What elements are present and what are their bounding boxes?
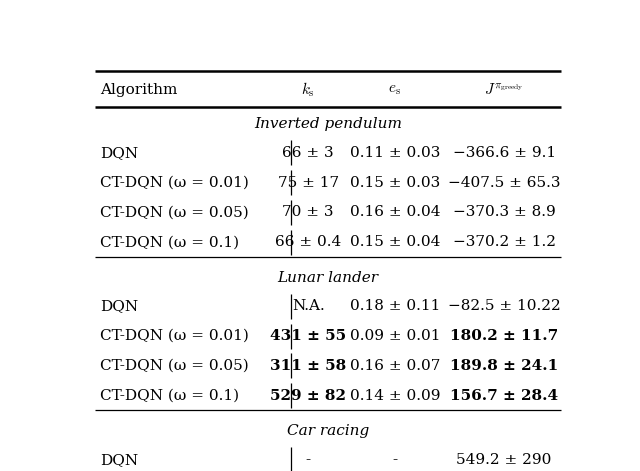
Text: CT-DQN (ω = 0.01): CT-DQN (ω = 0.01) — [100, 176, 249, 190]
Text: CT-DQN (ω = 0.05): CT-DQN (ω = 0.05) — [100, 205, 248, 219]
Text: $k_\mathrm{s}$: $k_\mathrm{s}$ — [301, 81, 315, 99]
Text: 180.2 ± 11.7: 180.2 ± 11.7 — [450, 329, 558, 343]
Text: 0.15 ± 0.03: 0.15 ± 0.03 — [350, 176, 440, 190]
Text: 70 ± 3: 70 ± 3 — [282, 205, 334, 219]
Text: 0.18 ± 0.11: 0.18 ± 0.11 — [350, 300, 440, 313]
Text: $e_\mathrm{s}$: $e_\mathrm{s}$ — [388, 83, 401, 97]
Text: 0.15 ± 0.04: 0.15 ± 0.04 — [350, 235, 440, 249]
Text: CT-DQN (ω = 0.01): CT-DQN (ω = 0.01) — [100, 329, 249, 343]
Text: 0.11 ± 0.03: 0.11 ± 0.03 — [350, 146, 440, 160]
Text: −370.3 ± 8.9: −370.3 ± 8.9 — [452, 205, 556, 219]
Text: −82.5 ± 10.22: −82.5 ± 10.22 — [448, 300, 561, 313]
Text: 431 ± 55: 431 ± 55 — [270, 329, 346, 343]
Text: 0.16 ± 0.07: 0.16 ± 0.07 — [350, 359, 440, 373]
Text: Lunar lander: Lunar lander — [278, 271, 378, 284]
Text: 75 ± 17: 75 ± 17 — [278, 176, 339, 190]
Text: 0.14 ± 0.09: 0.14 ± 0.09 — [349, 389, 440, 403]
Text: CT-DQN (ω = 0.05): CT-DQN (ω = 0.05) — [100, 359, 248, 373]
Text: 311 ± 58: 311 ± 58 — [270, 359, 346, 373]
Text: −407.5 ± 65.3: −407.5 ± 65.3 — [448, 176, 561, 190]
Text: 0.16 ± 0.04: 0.16 ± 0.04 — [349, 205, 440, 219]
Text: -: - — [305, 453, 311, 467]
Text: Car racing: Car racing — [287, 424, 369, 438]
Text: 549.2 ± 290: 549.2 ± 290 — [456, 453, 552, 467]
Text: Inverted pendulum: Inverted pendulum — [254, 117, 402, 131]
Text: DQN: DQN — [100, 453, 138, 467]
Text: 66 ± 3: 66 ± 3 — [282, 146, 334, 160]
Text: 66 ± 0.4: 66 ± 0.4 — [275, 235, 341, 249]
Text: DQN: DQN — [100, 146, 138, 160]
Text: 189.8 ± 24.1: 189.8 ± 24.1 — [450, 359, 558, 373]
Text: −366.6 ± 9.1: −366.6 ± 9.1 — [452, 146, 556, 160]
Text: 0.09 ± 0.01: 0.09 ± 0.01 — [349, 329, 440, 343]
Text: $J^{\pi_\mathrm{greedy}}$: $J^{\pi_\mathrm{greedy}}$ — [484, 82, 524, 97]
Text: -: - — [392, 453, 397, 467]
Text: N.A.: N.A. — [292, 300, 324, 313]
Text: CT-DQN (ω = 0.1): CT-DQN (ω = 0.1) — [100, 235, 239, 249]
Text: DQN: DQN — [100, 300, 138, 313]
Text: CT-DQN (ω = 0.1): CT-DQN (ω = 0.1) — [100, 389, 239, 403]
Text: 156.7 ± 28.4: 156.7 ± 28.4 — [450, 389, 558, 403]
Text: Algorithm: Algorithm — [100, 83, 177, 97]
Text: −370.2 ± 1.2: −370.2 ± 1.2 — [452, 235, 556, 249]
Text: 529 ± 82: 529 ± 82 — [270, 389, 346, 403]
